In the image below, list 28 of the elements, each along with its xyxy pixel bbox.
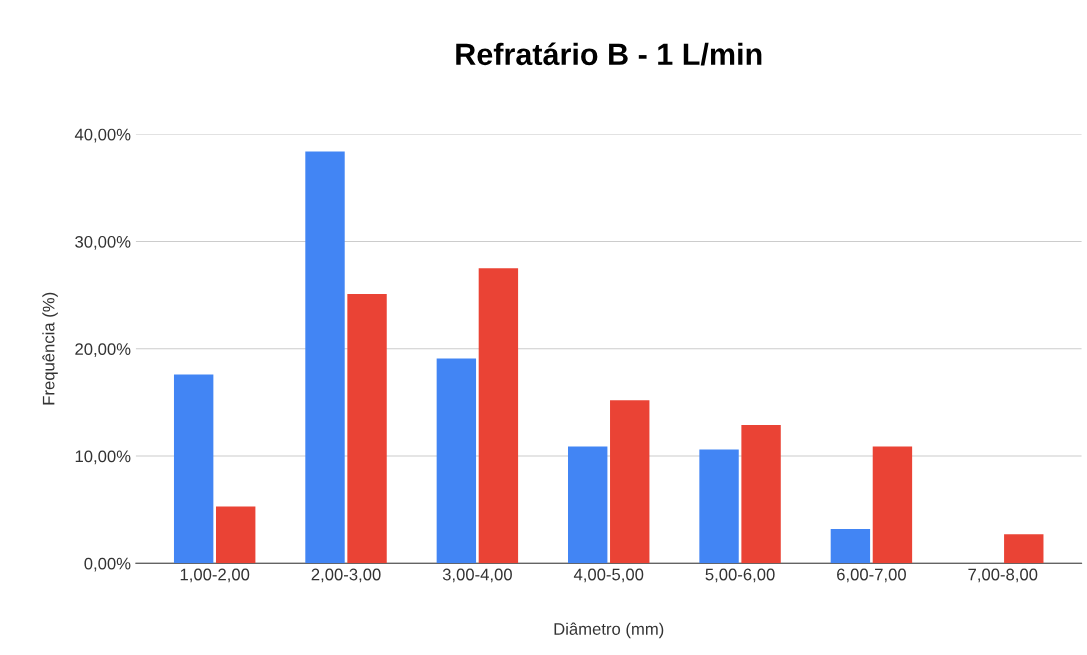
x-tick-label: 3,00-4,00 [442,568,512,583]
x-tick-label: 7,00-8,00 [968,568,1038,583]
x-tick-label: 4,00-5,00 [573,568,644,583]
bar [568,446,608,564]
bar [173,374,214,564]
bar [478,268,519,564]
x-tick-label: 1,00-2,00 [180,568,250,583]
bar [872,446,913,564]
bar [347,294,387,564]
x-tick-label: 5,00-6,00 [705,568,775,583]
x-tick-label: 2,00-3,00 [311,568,381,583]
y-tick-label: 40,00% [74,128,131,143]
x-tick-label: 6,00-7,00 [837,568,906,583]
x-axis-title: Diâmetro (mm) [554,622,664,639]
bar [216,506,256,564]
y-tick-label: 10,00% [75,450,131,465]
bar [699,449,739,564]
y-tick-label: 30,00% [75,235,131,250]
bar [1004,534,1044,564]
bar [741,424,781,564]
bar [436,358,477,564]
bar [610,400,650,564]
bar [830,528,871,564]
y-axis-title: Frequência (%) [42,292,58,405]
y-tick-label: 0,00% [84,557,131,572]
y-tick-label: 20,00% [75,343,131,357]
bar [305,151,345,564]
chart-title: Refratário B - 1 L/min [456,42,762,66]
